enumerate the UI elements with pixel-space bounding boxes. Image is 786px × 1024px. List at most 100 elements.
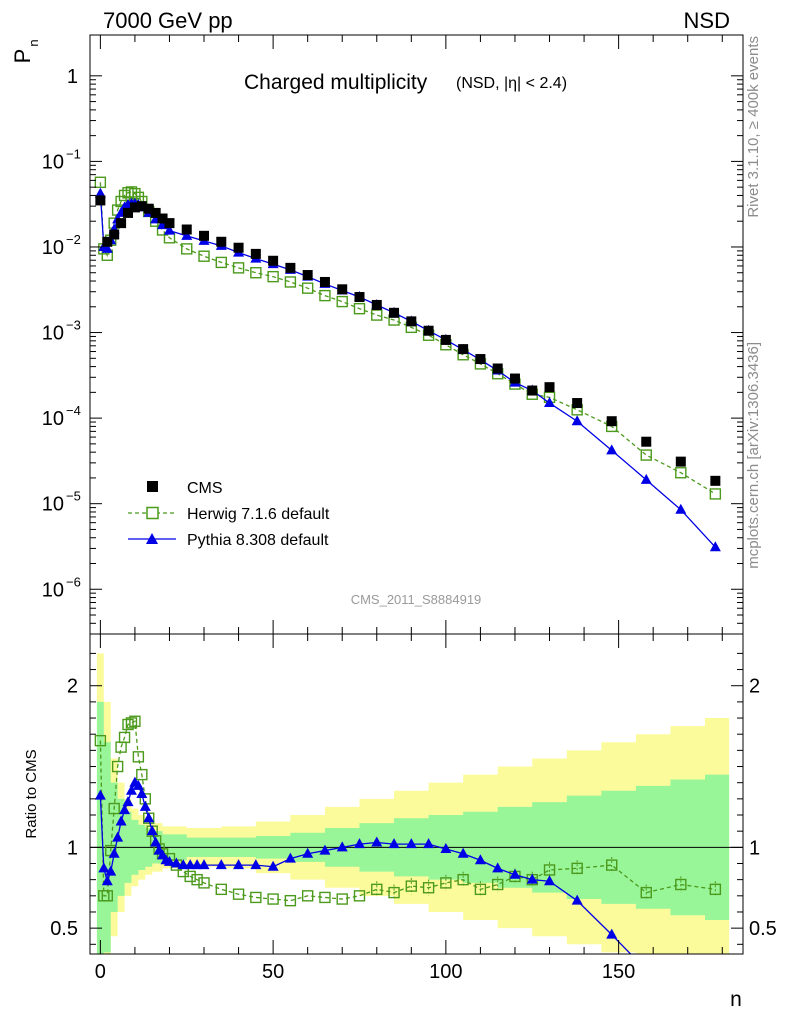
energy-label: 7000 GeV pp (103, 8, 233, 33)
herwig-ratio-point (215, 883, 227, 896)
pythia-ratio-point (143, 812, 155, 823)
ratio-y-tick-label: 2 (67, 676, 78, 698)
herwig-ratio-point (543, 864, 556, 876)
herwig-ratio-point (606, 859, 618, 871)
pythia-ratio-point (509, 868, 521, 879)
cms-point (143, 203, 154, 214)
herwig-ratio-point (440, 877, 452, 889)
pythia-ratio-point (302, 847, 314, 858)
cms-point (440, 334, 451, 345)
herwig-ratio-point (118, 731, 131, 744)
herwig-ratio-point (198, 877, 210, 889)
main-y-tick-label: 10 (42, 237, 64, 259)
pythia-ratio-point (423, 838, 435, 849)
pythia-ratio-point (440, 842, 452, 853)
cms-point (544, 382, 555, 393)
cms-point (233, 242, 244, 253)
cms-point (710, 475, 721, 486)
pythia-ratio-point (191, 859, 203, 870)
pythia-ratio-point (405, 838, 417, 849)
pythia-point (544, 397, 556, 408)
ratio-y-tick-label: 0.5 (50, 918, 78, 940)
herwig-ratio-point (388, 886, 400, 899)
cms-point (116, 218, 127, 229)
herwig-ratio-point (115, 741, 127, 753)
cms-point (475, 354, 486, 365)
pythia-ratio-point (98, 862, 110, 873)
pythia-ratio-point (215, 859, 227, 870)
herwig-line (99, 182, 716, 495)
pythia-ratio-point (474, 854, 486, 865)
pythia-ratio-point (105, 865, 117, 876)
herwig-ratio-point (108, 802, 120, 815)
main-y-tick-label: 10 (42, 494, 64, 516)
pythia-point (640, 473, 652, 484)
herwig-point (336, 295, 348, 308)
process-label: NSD (684, 8, 730, 33)
cms-point (371, 299, 382, 310)
pythia-ratio-point (233, 859, 245, 870)
main-y-tick-exponent: −6 (66, 574, 81, 589)
cms-point (319, 276, 330, 287)
cms-point (268, 255, 279, 266)
herwig-point (267, 270, 279, 283)
pythia-ratio-point (136, 788, 148, 798)
cms-point (250, 248, 261, 259)
cms-point (406, 316, 417, 327)
pythia-ratio-point (544, 875, 556, 886)
herwig-point (675, 467, 687, 479)
cms-point (675, 456, 686, 467)
herwig-point (198, 250, 210, 262)
herwig-ratio-point (250, 891, 262, 904)
herwig-point (319, 289, 331, 302)
main-panel: 110−110−210−310−410−510−6 Charged multip… (10, 34, 744, 635)
cms-point (458, 344, 469, 355)
pythia-ratio-point (125, 784, 137, 795)
pythia-ratio-point (198, 859, 210, 870)
pythia-ratio-point (571, 894, 583, 905)
main-title: Charged multiplicity (244, 71, 428, 94)
herwig-ratio-point (267, 893, 279, 905)
pythia-ratio-point (371, 836, 383, 847)
cms-point (102, 236, 113, 247)
herwig-point (353, 302, 366, 315)
ratio-y-tick-label-right: 1 (749, 837, 760, 859)
cms-point (164, 218, 175, 229)
herwig-point (371, 309, 383, 321)
main-y-label-sub: n (26, 39, 41, 46)
cms-point (150, 207, 161, 218)
cms-point (337, 284, 348, 295)
legend-marker-herwig (146, 506, 159, 520)
cms-point (492, 363, 503, 374)
herwig-ratio-point (232, 888, 245, 900)
ratio-frame (89, 633, 744, 955)
cms-point (285, 262, 296, 273)
pythia-ratio-point (177, 859, 189, 870)
herwig-point (284, 276, 297, 288)
pythia-ratio-point (526, 873, 538, 884)
pythia-ratio-point (457, 847, 469, 858)
main-y-tick-exponent: −4 (66, 403, 81, 418)
main-y-tick-label: 10 (42, 408, 64, 430)
main-y-tick-label: 1 (67, 66, 78, 88)
legend-label-pythia: Pythia 8.308 default (187, 532, 329, 549)
cms-point (129, 202, 140, 213)
ratio-y-tick-label-right: 2 (749, 676, 760, 698)
cms-point (389, 307, 400, 318)
watermark: CMS_2011_S8884919 (351, 592, 482, 607)
pythia-ratio-point (492, 862, 504, 873)
generator-info: Rivet 3.1.10, ≥ 400k events (745, 36, 762, 218)
pythia-ratio-point (641, 964, 652, 974)
cms-point (527, 385, 538, 396)
cms-point (199, 230, 210, 241)
herwig-ratio-point (319, 891, 331, 904)
herwig-point (181, 243, 193, 255)
pythia-ratio-point (94, 789, 106, 800)
herwig-ratio-point (122, 718, 134, 731)
pythia-ratio-point (119, 804, 131, 815)
ratio-y-tick-label-right: 0.5 (749, 918, 777, 940)
herwig-point (94, 176, 107, 188)
legend: CMS Herwig 7.1.6 default Pythia 8.308 de… (128, 480, 330, 549)
herwig-ratio-point (284, 894, 297, 907)
herwig-point (232, 262, 245, 274)
